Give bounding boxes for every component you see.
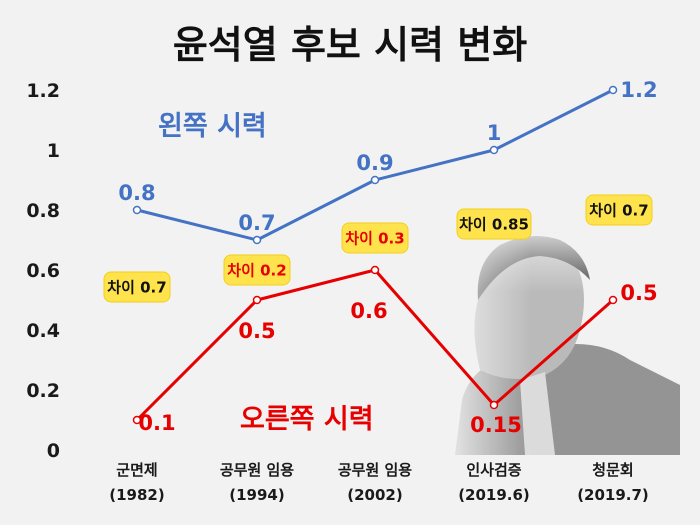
- y-tick-label: 0.6: [26, 260, 60, 282]
- data-label: 0.5: [238, 319, 275, 343]
- data-point: [132, 205, 142, 215]
- data-point: [489, 400, 499, 410]
- data-label: 0.8: [118, 181, 155, 205]
- data-point: [370, 265, 380, 275]
- difference-annotation: 차이 0.7: [103, 271, 171, 303]
- annotation-text: 차이 0.3: [345, 230, 404, 248]
- data-label: 0.15: [470, 413, 522, 437]
- y-axis-ticks: 0 0.2 0.4 0.6 0.8 1 1.2: [26, 80, 60, 462]
- series-points: [132, 85, 618, 425]
- y-tick-label: 0.2: [26, 380, 60, 402]
- data-point: [252, 295, 262, 305]
- difference-annotation: 차이 0.85: [456, 208, 532, 240]
- x-tick-label: 공무원 임용 (2002): [338, 461, 412, 504]
- annotation-text: 차이 0.85: [459, 216, 529, 234]
- y-tick-label: 1.2: [26, 80, 60, 102]
- data-point: [370, 175, 380, 185]
- x-tick-label: 군면제 (1982): [109, 461, 164, 504]
- y-tick-label: 0.8: [26, 200, 60, 222]
- series-label-left-eye: 왼쪽 시력: [158, 111, 267, 142]
- series-label-right-eye: 오른쪽 시력: [240, 404, 374, 435]
- annotation-box: [585, 194, 653, 226]
- data-label: 1: [487, 121, 502, 145]
- data-label: 0.5: [620, 281, 657, 305]
- data-point: [132, 415, 142, 425]
- difference-annotation: 차이 0.2: [223, 254, 291, 286]
- y-tick-label: 0: [47, 440, 60, 462]
- data-label: 0.6: [350, 299, 387, 323]
- annotation-box: [103, 271, 171, 303]
- data-label: 0.7: [238, 211, 275, 235]
- data-label: 0.1: [138, 411, 175, 435]
- annotation-box: [341, 222, 409, 254]
- data-point: [608, 295, 618, 305]
- x-axis-ticks: 군면제 (1982) 공무원 임용 (1994) 공무원 임용 (2002) 인사검증 (20…: [109, 461, 649, 504]
- data-point: [252, 235, 262, 245]
- x-tick-label: 공무원 임용 (1994): [220, 461, 294, 504]
- data-point: [489, 145, 499, 155]
- annotation-box: [456, 208, 532, 240]
- difference-annotations: 차이 0.7 차이 0.2 차이 0.3 차이 0.85 차이 0.7: [103, 194, 653, 303]
- difference-annotation: 차이 0.7: [585, 194, 653, 226]
- candidate-photo: [440, 220, 700, 460]
- annotation-text: 차이 0.2: [227, 262, 286, 280]
- difference-annotation: 차이 0.3: [341, 222, 409, 254]
- data-label: 0.9: [356, 151, 393, 175]
- annotation-text: 차이 0.7: [589, 202, 648, 220]
- data-labels: 0.8 0.7 0.9 1 1.2 0.1 0.5 0.6 0.15 0.5: [118, 78, 657, 437]
- annotation-text: 차이 0.7: [107, 279, 166, 297]
- x-tick-label: 인사검증 (2019.6): [458, 461, 530, 504]
- chart-title: 윤석열 후보 시력 변화: [173, 23, 527, 67]
- data-label: 1.2: [620, 78, 657, 102]
- annotation-box: [223, 254, 291, 286]
- y-tick-label: 1: [47, 140, 60, 162]
- y-tick-label: 0.4: [26, 320, 60, 342]
- data-point: [608, 85, 618, 95]
- x-tick-label: 청문회 (2019.7): [577, 461, 649, 504]
